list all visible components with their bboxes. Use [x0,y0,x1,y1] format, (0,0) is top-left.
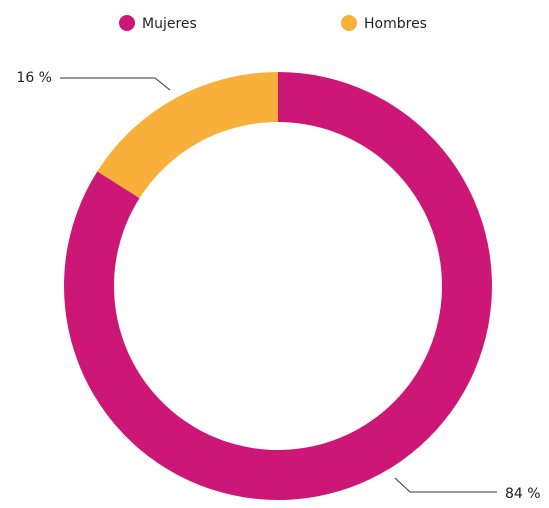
legend-swatch [341,15,357,31]
legend-label: Hombres [364,16,427,32]
leader-line [60,77,171,91]
legend-label: Mujeres [142,16,197,32]
value-label: 84 % [505,486,541,502]
leader-line [394,477,497,493]
legend-swatch [119,15,135,31]
donut-slice [97,72,278,199]
value-label: 16 % [16,70,52,86]
